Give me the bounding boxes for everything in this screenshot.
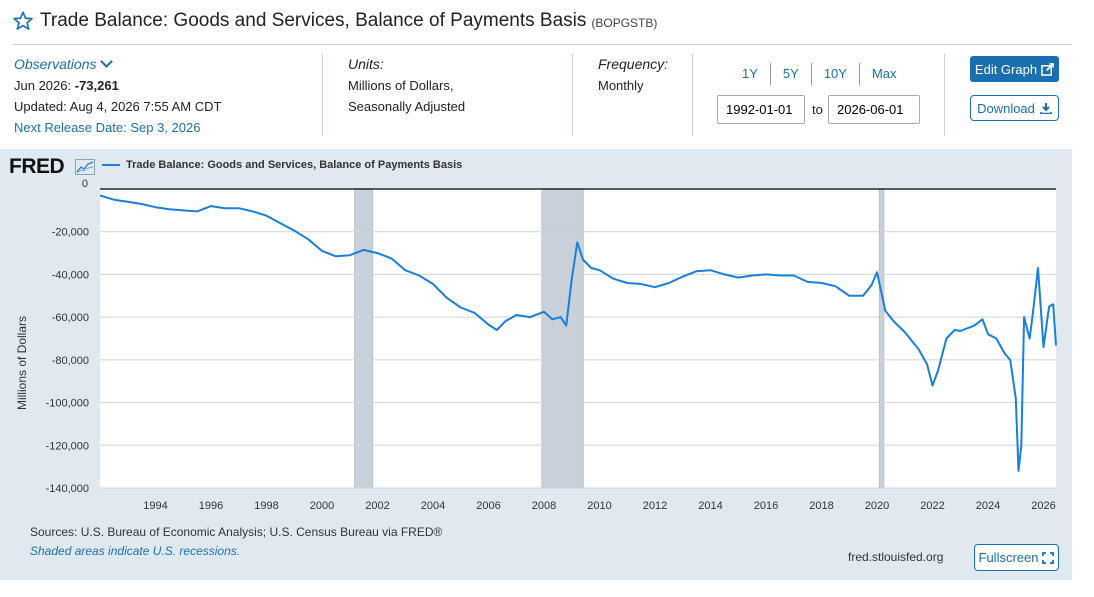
fred-chart-icon — [75, 159, 95, 175]
range-max-button[interactable]: Max — [858, 63, 909, 85]
x-tick-label: 2016 — [754, 500, 778, 512]
divider — [322, 54, 323, 136]
title-row: Trade Balance: Goods and Services, Balan… — [12, 10, 657, 32]
y-tick-label: -100,000 — [46, 398, 89, 410]
x-tick-label: 2006 — [476, 500, 500, 512]
frequency-block: Frequency: Monthly — [598, 54, 668, 96]
x-tick-label: 2014 — [698, 500, 722, 512]
shading-note: Shaded areas indicate U.S. recessions. — [30, 544, 241, 558]
units-line2: Seasonally Adjusted — [348, 99, 466, 114]
x-tick-label: 2020 — [865, 500, 889, 512]
divider — [572, 54, 573, 136]
x-tick-label: 2008 — [532, 500, 556, 512]
range-5y-button[interactable]: 5Y — [769, 63, 811, 85]
x-tick-label: 2018 — [809, 500, 833, 512]
y-tick-label: -20,000 — [52, 227, 89, 239]
chart-legend: Trade Balance: Goods and Services, Balan… — [102, 159, 462, 171]
y-tick-label: 0 — [82, 178, 88, 190]
x-tick-label: 2004 — [421, 500, 445, 512]
fullscreen-label: Fullscreen — [978, 550, 1039, 565]
units-block: Units: Millions of Dollars, Seasonally A… — [348, 54, 465, 117]
units-label: Units: — [348, 56, 384, 72]
fred-logo: FRED — [9, 155, 65, 178]
x-tick-label: 2012 — [643, 500, 667, 512]
sources-text: Sources: U.S. Bureau of Economic Analysi… — [30, 525, 443, 539]
x-tick-label: 2002 — [365, 500, 389, 512]
next-release-link[interactable]: Next Release Date: Sep 3, 2026 — [14, 120, 201, 135]
edit-graph-label: Edit Graph — [974, 61, 1038, 77]
divider — [944, 54, 945, 136]
series-id: (BOPGSTB) — [591, 16, 658, 30]
x-tick-label: 1996 — [199, 500, 223, 512]
units-line1: Millions of Dollars, — [348, 78, 454, 93]
recession-band — [541, 188, 584, 489]
legend-label: Trade Balance: Goods and Services, Balan… — [126, 159, 463, 171]
fullscreen-button[interactable]: Fullscreen — [974, 544, 1059, 571]
recession-band — [878, 188, 885, 489]
start-date-input[interactable] — [717, 95, 805, 124]
download-icon — [1040, 103, 1052, 114]
y-tick-label: -60,000 — [52, 312, 89, 324]
site-url[interactable]: fred.stlouisfed.org — [848, 550, 944, 564]
y-tick-label: -80,000 — [52, 355, 89, 367]
y-tick-label: -40,000 — [52, 269, 89, 281]
observations-label: Observations — [14, 56, 97, 72]
end-date-input[interactable] — [828, 95, 920, 124]
download-label: Download — [977, 100, 1035, 116]
range-1y-button[interactable]: 1Y — [742, 66, 758, 81]
x-tick-label: 1998 — [254, 500, 278, 512]
x-tick-label: 1994 — [143, 500, 167, 512]
latest-value: -73,261 — [74, 78, 119, 93]
x-tick-label: 2022 — [920, 500, 944, 512]
to-label: to — [812, 102, 823, 117]
y-tick-label: -120,000 — [46, 440, 89, 452]
series-line — [99, 194, 1057, 472]
range-10y-button[interactable]: 10Y — [810, 63, 859, 85]
frequency-value: Monthly — [598, 78, 644, 93]
x-tick-label: 2026 — [1031, 500, 1055, 512]
x-tick-label: 2000 — [310, 500, 334, 512]
x-tick-label: 2010 — [587, 500, 611, 512]
header-divider — [12, 44, 1072, 45]
y-axis-label: Millions of Dollars — [15, 316, 29, 410]
chart-panel: FRED Trade Balance: Goods and Services, … — [0, 149, 1072, 580]
edit-graph-button[interactable]: Edit Graph — [970, 56, 1059, 82]
legend-swatch — [102, 164, 120, 166]
y-tick-label: -140,000 — [46, 483, 89, 495]
fullscreen-icon — [1042, 551, 1055, 564]
page-title: Trade Balance: Goods and Services, Balan… — [40, 10, 587, 31]
star-icon[interactable] — [12, 10, 34, 32]
latest-date: Jun 2026: — [14, 78, 72, 93]
x-tick-label: 2024 — [976, 500, 1000, 512]
range-buttons: 1Y 5Y 10Y Max — [730, 63, 909, 85]
observations-dropdown[interactable]: Observations — [14, 55, 114, 72]
frequency-label: Frequency: — [598, 56, 669, 72]
updated-text: Updated: Aug 4, 2026 7:55 AM CDT — [14, 99, 222, 114]
recession-band — [354, 188, 374, 489]
download-button[interactable]: Download — [970, 95, 1059, 121]
edit-icon — [1041, 62, 1054, 76]
divider — [692, 54, 693, 136]
chart-svg: 0 -20,000 -40,000 -60,000 -80,000 -100,000 -12… — [15, 178, 1057, 512]
observations-block: Observations Jun 2026: -73,261 Updated: … — [14, 54, 221, 138]
chevron-down-icon — [100, 55, 114, 68]
